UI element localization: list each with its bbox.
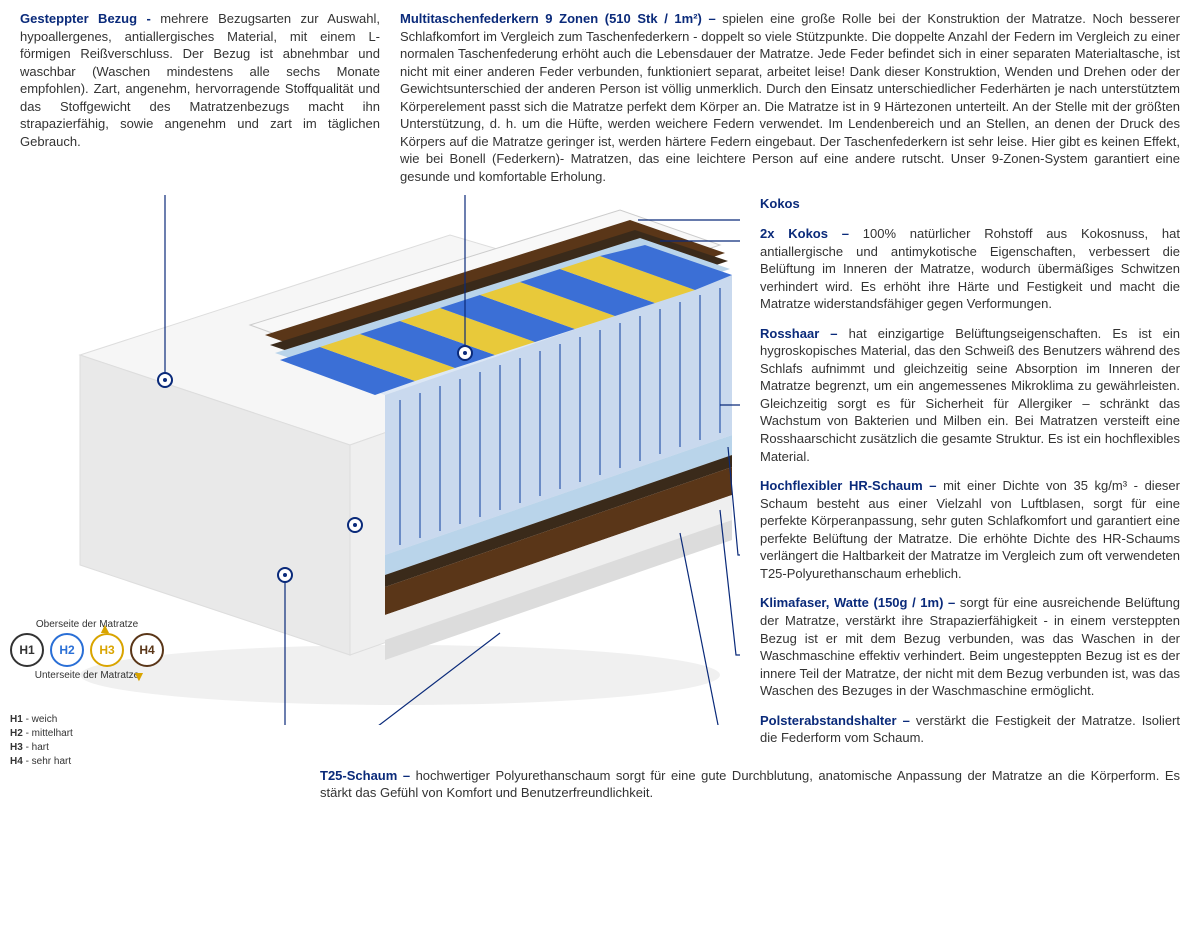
intro-cover-title: Gesteppter Bezug - [20, 11, 160, 26]
mattress-figure: Oberseite der Matratze ▲ H1H2H3H4 ▼ Unte… [20, 195, 740, 758]
layer-hr-body: mit einer Dichte von 35 kg/m³ - dieser S… [760, 478, 1180, 581]
layer-hr-title: Hochflexibler HR-Schaum – [760, 478, 943, 493]
hardness-key-row: H3 - hart [10, 741, 164, 755]
layer-rosshaar-title: Rosshaar – [760, 326, 849, 341]
layer-kokos-title: Kokos [760, 196, 800, 211]
intro-cover: Gesteppter Bezug - mehrere Bezugsarten z… [20, 10, 380, 185]
layer-rosshaar-body: hat einzigartige Belüftungseigenschaften… [760, 326, 1180, 464]
hardness-key-row: H2 - mittelhart [10, 727, 164, 741]
intro-springs-body: spielen eine große Rolle bei der Konstru… [400, 11, 1180, 184]
arrow-up-icon: ▲ [98, 619, 112, 638]
layer-t25-body: hochwertiger Polyurethanschaum sorgt für… [320, 768, 1180, 801]
layer-polster-title: Polsterabstandshalter – [760, 713, 916, 728]
hardness-circle-h1: H1 [10, 633, 44, 667]
layer-2xkokos-title: 2x Kokos – [760, 226, 863, 241]
intro-cover-body: mehrere Bezugsarten zur Auswahl, hypoall… [20, 11, 380, 149]
layer-klima-body: sorgt für eine ausreichende Belüftung de… [760, 595, 1180, 698]
hardness-circle-h2: H2 [50, 633, 84, 667]
hardness-key-row: H1 - weich [10, 713, 164, 727]
layer-klima-title: Klimafaser, Watte (150g / 1m) – [760, 595, 960, 610]
layer-descriptions: Kokos 2x Kokos – 100% natürlicher Rohsto… [760, 195, 1180, 758]
hardness-legend: Oberseite der Matratze ▲ H1H2H3H4 ▼ Unte… [10, 618, 164, 769]
arrow-down-icon: ▼ [132, 667, 146, 686]
hardness-key-row: H4 - sehr hart [10, 755, 164, 769]
hardness-circle-h3: H3 [90, 633, 124, 667]
hardness-key: H1 - weichH2 - mittelhartH3 - hartH4 - s… [10, 713, 164, 769]
hardness-top-label: Oberseite der Matratze [10, 618, 164, 632]
hardness-circle-h4: H4 [130, 633, 164, 667]
layer-t25-title: T25-Schaum – [320, 768, 416, 783]
intro-springs-title: Multitaschenfederkern 9 Zonen (510 Stk /… [400, 11, 722, 26]
intro-springs: Multitaschenfederkern 9 Zonen (510 Stk /… [400, 10, 1180, 185]
